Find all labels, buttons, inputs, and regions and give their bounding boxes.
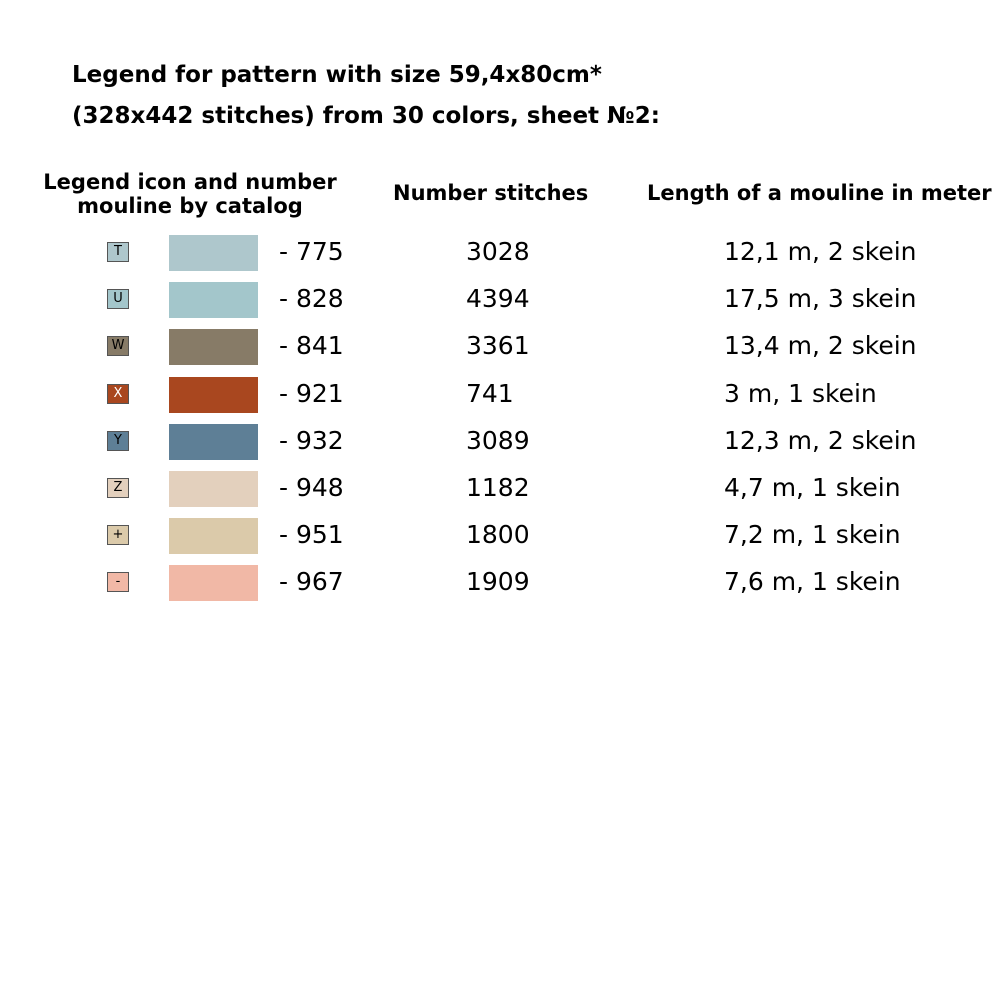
color-swatch [169,376,258,413]
stitch-count: 4394 [466,284,530,314]
legend-row: T - 775 3028 12,1 m, 2 skein [0,230,1000,277]
mouline-length: 12,1 m, 2 skein [724,237,917,266]
symbol-icon: Y [107,430,129,451]
mouline-length: 17,5 m, 3 skein [724,284,917,314]
header-legend-icon-line2: mouline by catalog [77,194,303,218]
legend-row: W - 841 3361 13,4 m, 2 skein [0,324,1000,371]
legend-table: T - 775 3028 12,1 m, 2 skein U - 828 439… [0,230,1000,608]
legend-row: U - 828 4394 17,5 m, 3 skein [0,277,1000,324]
color-swatch [169,282,258,319]
mouline-number: - 951 [279,520,344,550]
legend-row: Z - 948 1182 4,7 m, 1 skein [0,466,1000,513]
legend-row: X - 921 741 3 m, 1 skein [0,372,1000,419]
stitch-count: 1909 [466,567,530,597]
legend-row: Y - 932 3089 12,3 m, 2 skein [0,419,1000,466]
legend-row: + - 951 1800 7,2 m, 1 skein [0,513,1000,560]
stitch-count: 1182 [466,472,530,502]
symbol-icon: U [107,289,129,310]
mouline-number: - 841 [279,331,344,361]
mouline-number: - 967 [279,567,344,597]
color-swatch [169,423,258,460]
symbol-icon: - [107,572,129,593]
header-legend-icon: Legend icon and number mouline by catalo… [30,170,350,218]
symbol-icon: X [107,383,129,404]
header-number-stitches: Number stitches [393,181,589,205]
header-legend-icon-line1: Legend icon and number [43,170,337,194]
legend-title-line1: Legend for pattern with size 59,4x80cm* [72,62,602,88]
mouline-length: 13,4 m, 2 skein [724,331,917,361]
symbol-icon: Z [107,477,129,498]
legend-title-line2: (328x442 stitches) from 30 colors, sheet… [72,103,660,129]
stitch-count: 3028 [466,237,530,266]
mouline-number: - 948 [279,472,344,502]
symbol-icon: W [107,336,129,357]
legend-row: - - 967 1909 7,6 m, 1 skein [0,560,1000,607]
symbol-icon: T [107,242,129,262]
mouline-length: 3 m, 1 skein [724,378,877,408]
header-mouline-length: Length of a mouline in meter [647,181,992,205]
symbol-icon: + [107,525,129,546]
stitch-count: 3361 [466,331,530,361]
mouline-length: 7,2 m, 1 skein [724,520,901,550]
stitch-count: 741 [466,378,514,408]
mouline-number: - 775 [279,237,344,266]
stitch-count: 1800 [466,520,530,550]
color-swatch [169,565,258,602]
mouline-number: - 921 [279,378,344,408]
color-swatch [169,235,258,271]
color-swatch [169,470,258,507]
color-swatch [169,329,258,366]
stitch-count: 3089 [466,425,530,455]
mouline-number: - 828 [279,284,344,314]
mouline-length: 12,3 m, 2 skein [724,425,917,455]
mouline-length: 4,7 m, 1 skein [724,472,901,502]
mouline-length: 7,6 m, 1 skein [724,567,901,597]
mouline-number: - 932 [279,425,344,455]
color-swatch [169,518,258,555]
